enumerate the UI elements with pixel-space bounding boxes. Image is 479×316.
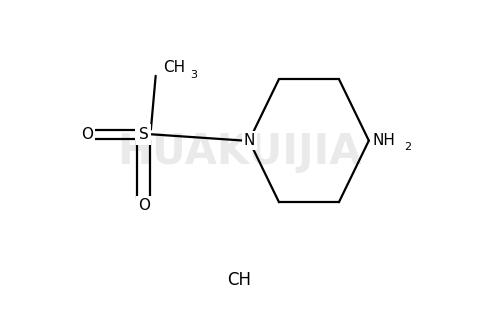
- Text: CH: CH: [163, 60, 185, 76]
- Text: S: S: [139, 127, 148, 142]
- Text: HUAKUIJIA: HUAKUIJIA: [117, 131, 362, 173]
- Text: 3: 3: [191, 70, 198, 80]
- Text: 2: 2: [404, 142, 411, 152]
- Text: O: O: [80, 127, 93, 142]
- Text: N: N: [243, 133, 255, 148]
- Text: CH: CH: [228, 271, 251, 289]
- Text: NH: NH: [373, 133, 396, 148]
- Text: O: O: [137, 198, 150, 213]
